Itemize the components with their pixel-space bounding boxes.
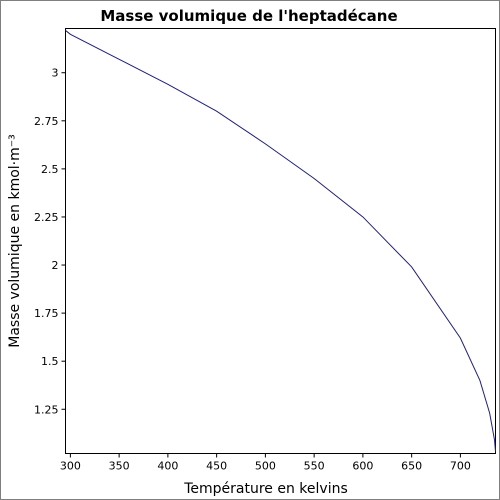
x-tick-label: 350 <box>109 460 130 473</box>
x-axis-label: Température en kelvins <box>183 481 348 497</box>
x-tick-label: 450 <box>206 460 227 473</box>
x-tick-label: 500 <box>255 460 276 473</box>
plot-area <box>65 28 496 454</box>
y-axis: 1.25 1.5 1.75 2 2.25 2.5 2.75 3 <box>34 67 66 416</box>
x-tick-label: 400 <box>157 460 178 473</box>
y-tick-label: 2.25 <box>34 211 59 224</box>
x-tick-label: 300 <box>60 460 81 473</box>
y-tick-label: 2.75 <box>34 115 59 128</box>
y-tick-label: 1.5 <box>41 355 59 368</box>
x-tick-label: 600 <box>352 460 373 473</box>
x-tick-label: 700 <box>450 460 471 473</box>
y-tick-label: 1.25 <box>34 403 59 416</box>
x-tick-label: 550 <box>304 460 325 473</box>
y-tick-label: 2 <box>52 259 59 272</box>
y-axis-label: Masse volumique en kmol·m⁻³ <box>7 134 23 348</box>
y-tick-label: 2.5 <box>41 163 59 176</box>
y-tick-label: 1.75 <box>34 307 59 320</box>
y-tick-label: 3 <box>52 67 59 80</box>
x-tick-label: 650 <box>401 460 422 473</box>
chart-title: Masse volumique de l'heptadécane <box>100 7 397 25</box>
x-axis: 300 350 400 450 500 550 600 650 700 <box>60 453 471 473</box>
series-line <box>65 30 496 452</box>
